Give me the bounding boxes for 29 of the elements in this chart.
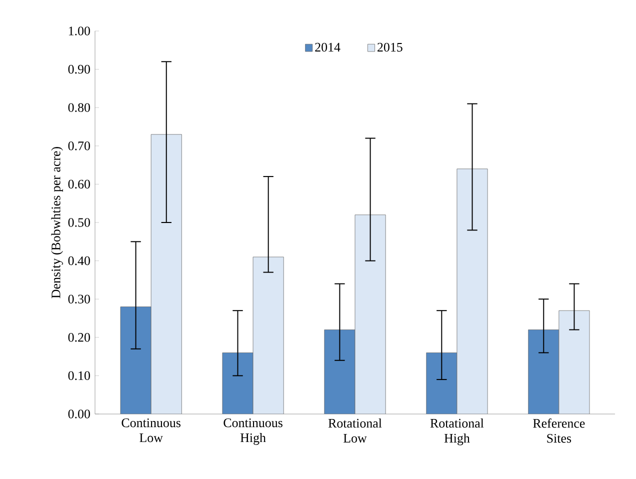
- y-tick-label: 0.20: [68, 333, 90, 342]
- bar: [456, 168, 488, 414]
- y-tick-label: 0.50: [68, 218, 90, 227]
- y-tick-label: 0.40: [68, 256, 90, 266]
- y-tick-label: 0.10: [68, 371, 90, 380]
- y-tick-label: 0.30: [68, 294, 90, 304]
- x-tick-label: Rotational Low: [328, 418, 382, 443]
- x-tick-label: Reference Sites: [533, 418, 585, 443]
- bar: [222, 352, 254, 414]
- y-tick-label: 0.70: [68, 142, 90, 150]
- bar: [252, 256, 284, 414]
- bar: [324, 330, 356, 414]
- y-tick-label: 0.80: [68, 103, 90, 112]
- bar: [150, 134, 182, 414]
- bar: [558, 310, 590, 414]
- bar: [528, 330, 560, 414]
- y-axis-title: Density (Bobwhties per acre): [51, 147, 63, 298]
- x-tick-label: Rotational High: [430, 418, 484, 446]
- bar: [354, 214, 386, 414]
- legend-label: 2015: [378, 42, 402, 52]
- legend-label: 2014: [315, 42, 340, 52]
- x-tick-label: Continuous Low: [122, 418, 180, 442]
- bar: [426, 352, 458, 414]
- y-tick-label: 0.00: [68, 410, 90, 418]
- y-tick-label: 1.00: [68, 26, 90, 36]
- x-tick-label: Continuous High: [224, 418, 282, 445]
- bar: [120, 306, 152, 414]
- y-tick-label: 0.60: [68, 180, 90, 189]
- y-tick-label: 0.90: [68, 64, 90, 74]
